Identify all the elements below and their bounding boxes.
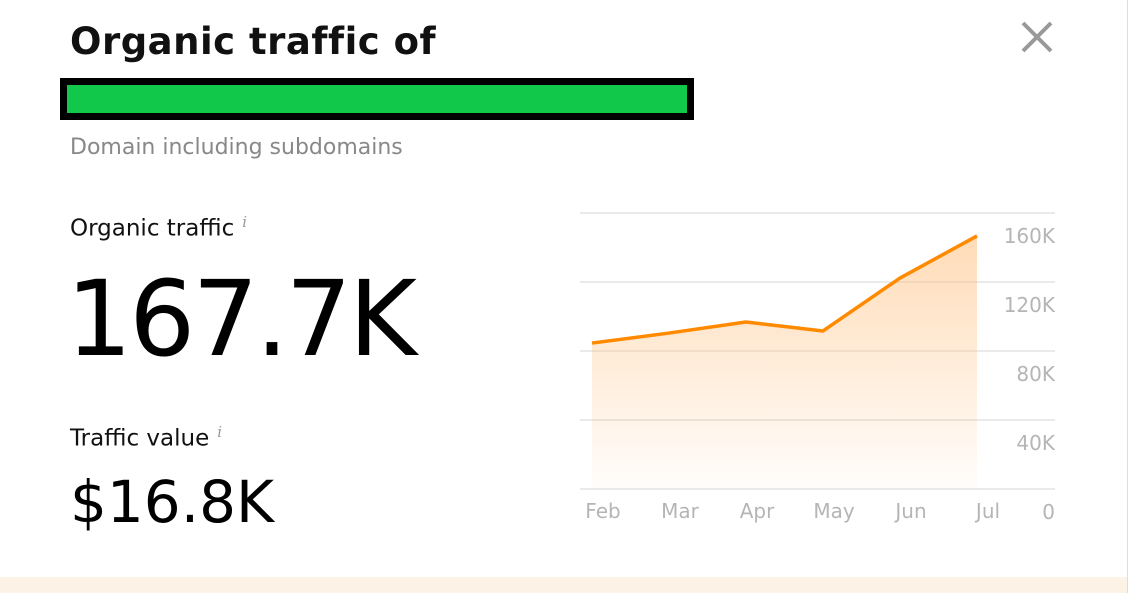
x-tick-label: Jul [974,499,1000,523]
label: Organic traffic [70,215,235,242]
x-tick-label: Feb [585,499,620,523]
info-icon[interactable]: i [242,213,248,231]
x-tick-label: Apr [740,499,775,523]
title: Organic traffic of [70,20,437,63]
y-tick-label: 120K [1004,293,1056,317]
line [591,234,978,345]
footer [0,577,1127,593]
metric-value: $16.8K [70,468,275,536]
chart: 0 40K 80K 120K 160K Feb Mar Apr May Jun Jul [580,212,1056,524]
y-tick-label: 40K [1016,431,1055,455]
x-tick-label: Mar [661,499,700,523]
label: Traffic value [70,425,210,452]
x-tick-label: Jun [893,499,926,523]
metric-label: Traffic value i [70,423,222,452]
redaction [60,78,694,120]
metric-value: 167.7K [66,258,417,380]
y-tick-label: 160K [1004,224,1056,248]
area [592,235,977,489]
x-tick-label: May [813,499,855,523]
y-tick-label: 0 [1042,500,1055,524]
scrollbar [1127,0,1137,593]
metric-label: Organic traffic i [70,213,247,242]
close-button[interactable] [1018,18,1056,56]
info-icon[interactable]: i [217,423,223,441]
subtitle: Domain including subdomains [70,135,403,160]
y-tick-label: 80K [1016,362,1055,386]
